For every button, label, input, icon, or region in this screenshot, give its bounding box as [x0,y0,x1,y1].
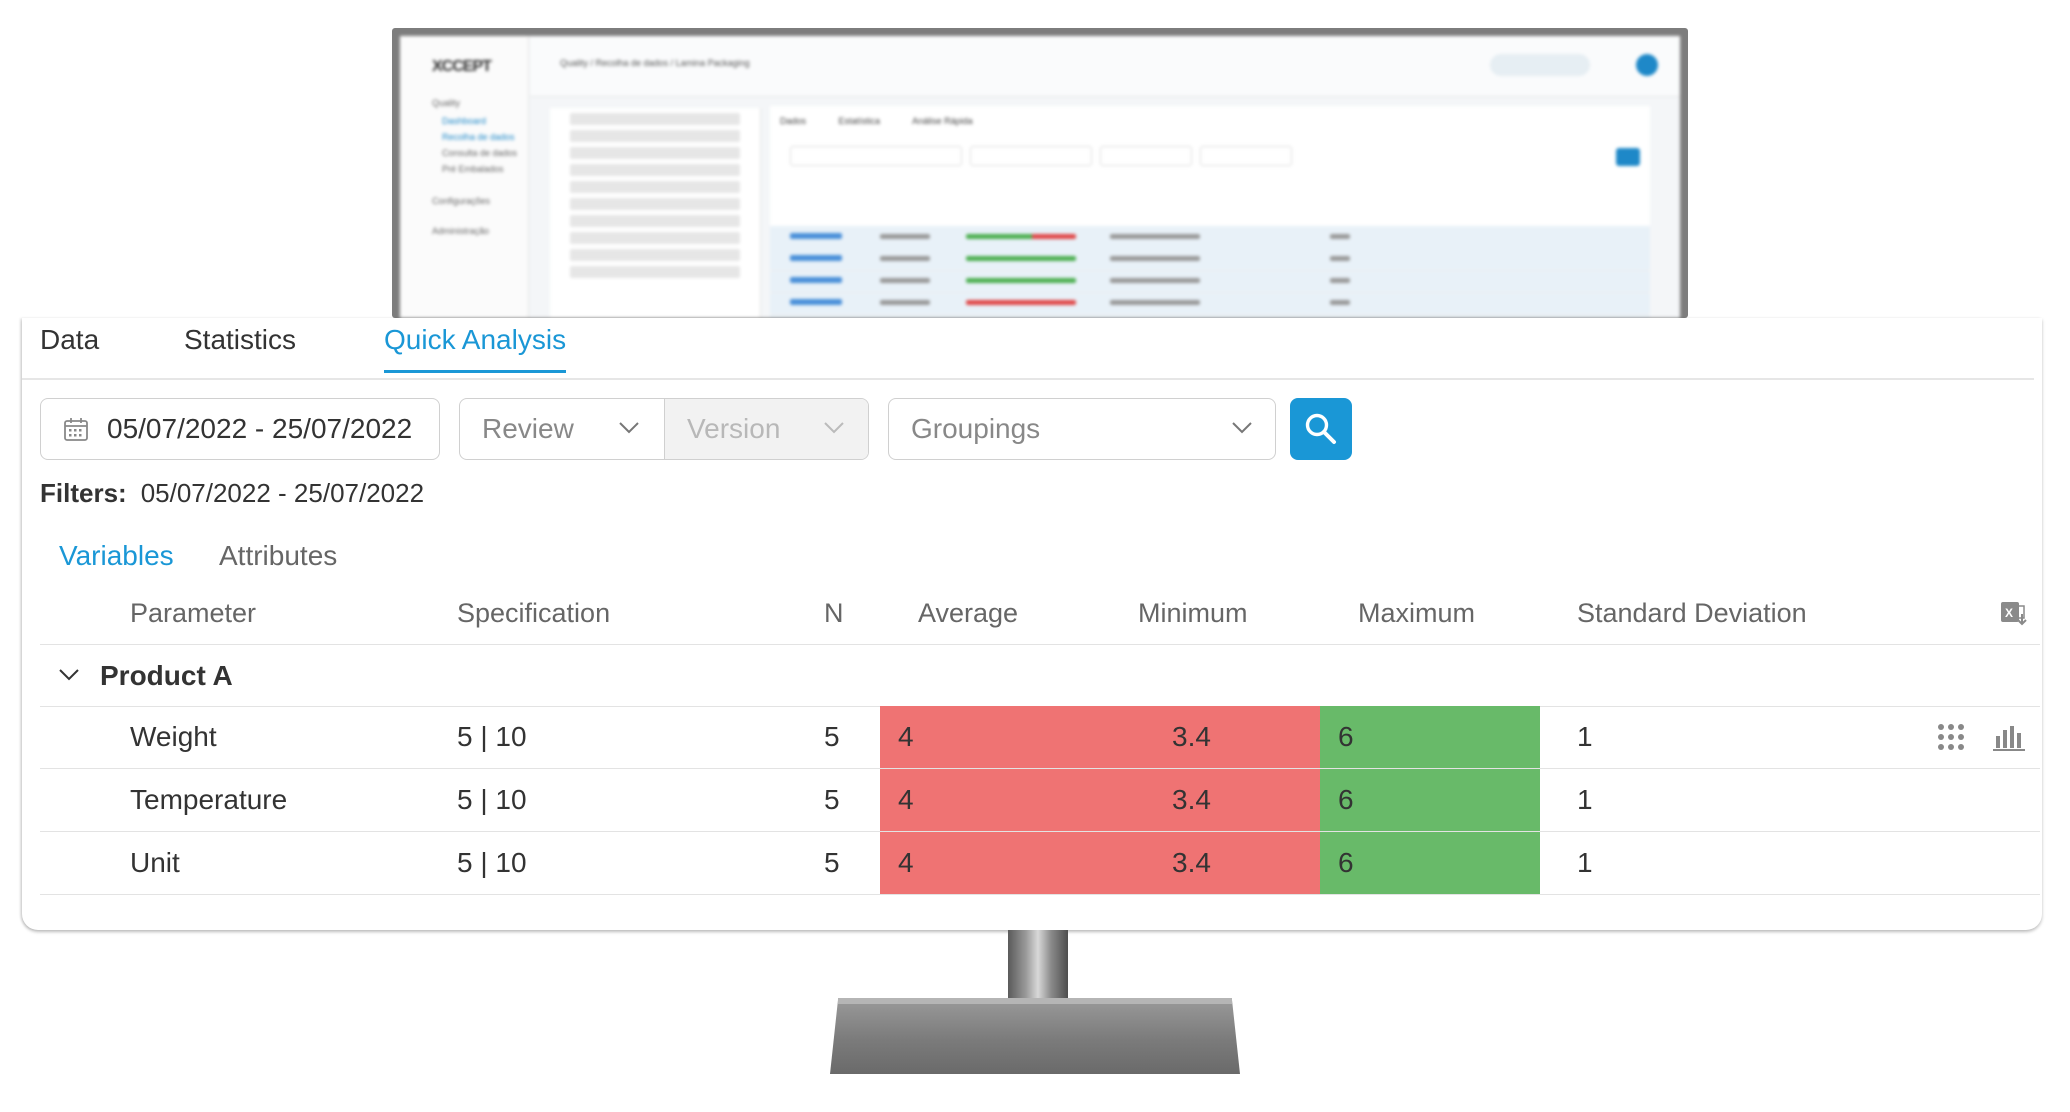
group-row-product[interactable]: Product A [40,644,2040,707]
cell-parameter: Temperature [130,784,288,815]
cell-n: 5 [824,847,840,878]
cell-average: 4 [880,769,1100,831]
cell-maximum: 6 [1320,706,1540,768]
monitor-sidebar-item: Recolha de dados [442,132,515,142]
svg-text:X: X [2005,606,2013,620]
column-header-specification: Specification [457,598,611,628]
cell-parameter: Unit [130,847,180,878]
monitor-view-toggle [1616,148,1640,166]
groupings-select-label: Groupings [911,413,1041,444]
tab-variables[interactable]: Variables [59,540,174,571]
quick-analysis-panel: Data Statistics Quick Analysis 05/07/202… [22,318,2042,930]
monitor-stand-neck [1008,930,1068,1010]
cell-n: 5 [824,721,840,752]
cell-average: 4 [880,706,1100,768]
calendar-icon [64,418,88,441]
monitor-sidebar-item: Administração [432,226,490,236]
cell-parameter: Weight [130,721,217,752]
table-row[interactable]: Weight 5 | 10 5 4 3.4 6 1 [40,706,2040,769]
monitor-stand-base [830,998,1240,1074]
version-select[interactable]: Version [665,399,868,459]
column-header-average: Average [918,598,1019,628]
monitor-tabs: Dados Estatística Análise Rápida [780,116,1003,126]
monitor-screen: XCCEPT Quality Dashboard Recolha de dado… [400,36,1680,318]
monitor-stand-base-edge [838,998,1232,1004]
cell-average: 4 [880,832,1100,894]
tab-statistics[interactable]: Statistics [184,324,297,355]
cell-minimum: 3.4 [1100,769,1320,831]
version-select-label: Version [687,413,781,444]
tab-attributes[interactable]: Attributes [219,540,338,571]
cell-standard-deviation: 1 [1577,847,1593,878]
chevron-down-icon [824,422,844,434]
filters-summary: Filters: 05/07/2022 - 25/07/2022 [40,478,424,509]
monitor-breadcrumb: Quality / Recolha de dados / Lamina Pack… [560,58,750,68]
dots-grid-icon[interactable] [1936,722,1966,752]
monitor-sidebar-item: Configurações [432,196,491,206]
cell-maximum: 6 [1320,769,1540,831]
monitor-user-pill [1490,54,1590,76]
review-select[interactable]: Review [460,399,665,459]
tab-quick-analysis[interactable]: Quick Analysis [384,324,567,373]
groupings-select[interactable]: Groupings [888,398,1276,460]
cell-minimum: 3.4 [1100,706,1320,768]
monitor-tree [550,108,761,318]
cell-specification: 5 | 10 [457,784,527,815]
chevron-down-icon[interactable] [58,668,80,682]
excel-export-icon[interactable]: X [2000,600,2030,626]
date-range-picker[interactable]: 05/07/2022 - 25/07/2022 [40,398,440,460]
column-header-maximum: Maximum [1358,598,1476,628]
cell-standard-deviation: 1 [1577,721,1593,752]
monitor-frame: XCCEPT Quality Dashboard Recolha de dado… [392,28,1688,318]
cell-specification: 5 | 10 [457,721,527,752]
monitor-sidebar-item: Dashboard [442,116,487,126]
monitor-content: Dados Estatística Análise Rápida [770,106,1650,318]
monitor-sidebar-item: Consulta de dados [442,148,518,158]
cell-n: 5 [824,784,840,815]
cell-specification: 5 | 10 [457,847,527,878]
filters-label: Filters: [40,478,127,508]
monitor-sidebar-item: Pré Embalados [442,164,504,174]
search-icon [1305,413,1336,444]
monitor-header: Quality / Recolha de dados / Lamina Pack… [530,36,1680,97]
monitor-sidebar-item: Quality [432,98,461,108]
column-header-parameter: Parameter [130,598,257,628]
review-version-selects: Review Version [459,398,869,460]
table-row[interactable]: Temperature 5 | 10 5 4 3.4 6 1 [40,769,2040,832]
cell-minimum: 3.4 [1100,832,1320,894]
monitor-sidebar: XCCEPT Quality Dashboard Recolha de dado… [400,36,529,318]
monitor-tab: Análise Rápida [912,116,973,126]
table-header: Parameter Specification N Average Minimu… [40,580,2040,645]
monitor-logo: XCCEPT [432,58,492,75]
row-actions [1936,722,2026,757]
tab-data[interactable]: Data [40,324,100,355]
cell-maximum: 6 [1320,832,1540,894]
monitor-tab: Dados [780,116,807,126]
table-row[interactable]: Unit 5 | 10 5 4 3.4 6 1 [40,832,2040,895]
date-range-value: 05/07/2022 - 25/07/2022 [107,413,413,444]
chevron-down-icon [1232,422,1252,434]
chevron-down-icon [619,422,639,434]
search-button[interactable] [1290,398,1352,460]
review-select-label: Review [482,413,574,444]
main-tabs: Data Statistics Quick Analysis [22,318,2034,380]
filters-value: 05/07/2022 - 25/07/2022 [140,478,425,508]
column-header-n: N [824,598,844,628]
column-header-minimum: Minimum [1138,598,1248,628]
monitor-tab: Estatística [838,116,881,126]
column-header-standard-deviation: Standard Deviation [1577,598,1807,628]
monitor-avatar [1636,54,1658,76]
bar-chart-icon[interactable] [1992,722,2026,752]
cell-standard-deviation: 1 [1577,784,1593,815]
group-label: Product A [100,660,233,691]
